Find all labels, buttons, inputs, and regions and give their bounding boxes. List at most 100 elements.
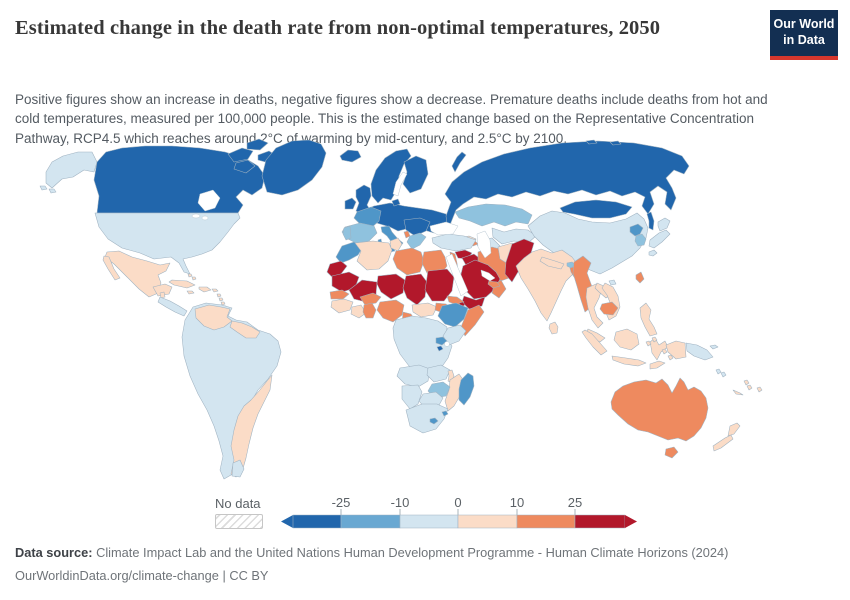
island-aleutian[interactable] — [48, 188, 57, 194]
island-hainan[interactable] — [608, 279, 617, 286]
region-niger[interactable] — [376, 273, 406, 300]
island-moluccas[interactable] — [667, 354, 674, 361]
island-arctic-russia[interactable] — [585, 139, 598, 145]
island-honshu[interactable] — [648, 229, 671, 249]
region-cambodia[interactable] — [599, 301, 619, 316]
island-arctic-russia[interactable] — [609, 140, 622, 146]
license-label[interactable]: CC BY — [229, 568, 269, 583]
region-chad[interactable] — [402, 273, 428, 306]
island-vanuatu[interactable] — [743, 379, 750, 386]
region-belize[interactable] — [159, 291, 166, 299]
island-antilles[interactable] — [216, 293, 222, 298]
island-sakhalin[interactable] — [646, 211, 655, 231]
region-mongolia[interactable] — [559, 199, 633, 219]
legend-bin-2[interactable] — [340, 514, 401, 529]
region-russia[interactable] — [444, 140, 690, 231]
island-moluccas[interactable] — [661, 348, 668, 355]
owid-link[interactable]: OurWorldinData.org/climate-change — [15, 568, 219, 583]
region-yucatan[interactable] — [152, 283, 173, 297]
region-east-central-africa[interactable] — [392, 315, 453, 376]
island-bahamas[interactable] — [187, 273, 193, 278]
region-lesotho[interactable] — [429, 417, 439, 425]
region-guianas[interactable] — [229, 320, 261, 339]
region-denmark[interactable] — [391, 198, 401, 207]
region-philippines[interactable] — [639, 302, 658, 337]
region-alaska[interactable] — [45, 151, 98, 189]
island-vanuatu[interactable] — [746, 384, 753, 391]
region-nigeria[interactable] — [376, 299, 405, 323]
region-tasmania[interactable] — [664, 446, 679, 459]
region-new-zealand-south[interactable] — [712, 434, 734, 452]
legend-no-data-swatch[interactable] — [215, 514, 263, 529]
region-zambia[interactable] — [426, 364, 451, 383]
region-guinea[interactable] — [330, 298, 354, 314]
island-bahamas[interactable] — [191, 276, 197, 281]
region-kazakhstan[interactable] — [454, 203, 533, 227]
legend-bin-4[interactable] — [457, 514, 518, 529]
region-southern-chile[interactable] — [231, 459, 245, 478]
region-central-african-republic[interactable] — [411, 302, 438, 318]
region-jamaica[interactable] — [186, 290, 195, 295]
region-ghana[interactable] — [362, 302, 377, 319]
legend-bin-5[interactable] — [516, 514, 576, 529]
region-bhutan[interactable] — [566, 261, 576, 269]
island-arctic[interactable] — [227, 147, 254, 163]
island-timor[interactable] — [649, 360, 666, 370]
island-fiji[interactable] — [756, 386, 763, 393]
region-argentina-chile[interactable] — [230, 374, 273, 478]
region-burkina-faso[interactable] — [359, 292, 382, 306]
region-south-africa[interactable] — [405, 403, 449, 434]
region-north-korea[interactable] — [629, 223, 644, 237]
legend-color-scale[interactable] — [279, 509, 639, 529]
island-novaya-zemlya[interactable] — [451, 151, 467, 173]
region-turkey[interactable] — [431, 233, 477, 252]
region-cuba[interactable] — [168, 279, 196, 289]
island-antilles[interactable] — [220, 301, 226, 306]
region-madagascar[interactable] — [458, 372, 475, 406]
island-arctic[interactable] — [246, 138, 269, 151]
region-west-papua[interactable] — [665, 340, 687, 360]
region-puerto-rico[interactable] — [211, 288, 219, 293]
region-greenland[interactable] — [261, 139, 327, 196]
island-java[interactable] — [611, 355, 647, 367]
island-philippines[interactable] — [651, 336, 658, 343]
region-sri-lanka[interactable] — [548, 321, 559, 335]
region-australia[interactable] — [610, 377, 709, 442]
region-france[interactable] — [353, 206, 382, 229]
region-nepal[interactable] — [539, 256, 565, 270]
region-usa[interactable] — [94, 212, 241, 275]
island-antilles[interactable] — [218, 297, 224, 302]
island-aleutian[interactable] — [39, 185, 48, 191]
island-kyushu[interactable] — [648, 249, 658, 257]
owid-logo[interactable]: Our World in Data — [770, 10, 838, 60]
region-balkans[interactable] — [403, 217, 431, 237]
region-namibia[interactable] — [401, 384, 423, 410]
island-arctic[interactable] — [233, 159, 256, 174]
region-algeria[interactable] — [354, 240, 393, 271]
region-mozambique[interactable] — [444, 373, 465, 412]
region-uae[interactable] — [487, 280, 501, 289]
legend-bin-3[interactable] — [399, 514, 459, 529]
region-greece[interactable] — [406, 232, 427, 250]
region-hispaniola[interactable] — [198, 286, 212, 293]
island-borneo[interactable] — [613, 328, 640, 351]
island-new-caledonia[interactable] — [732, 389, 744, 396]
region-senegal[interactable] — [329, 289, 350, 300]
island-philippines[interactable] — [645, 340, 652, 347]
region-papua-new-guinea[interactable] — [685, 342, 714, 361]
region-ethiopia[interactable] — [437, 302, 469, 328]
region-angola[interactable] — [396, 364, 431, 388]
region-portugal[interactable] — [342, 225, 352, 241]
region-ireland[interactable] — [344, 197, 357, 210]
region-central-america[interactable] — [157, 296, 188, 317]
region-baja-california[interactable] — [102, 255, 121, 281]
region-new-zealand-north[interactable] — [727, 422, 741, 437]
legend-bin-6[interactable] — [574, 514, 626, 529]
legend-bin-1[interactable] — [292, 514, 342, 529]
island-solomon[interactable] — [720, 371, 727, 378]
region-rwanda[interactable] — [436, 345, 444, 352]
island-solomon[interactable] — [715, 368, 722, 375]
region-south-korea[interactable] — [634, 233, 647, 247]
island-hokkaido[interactable] — [657, 217, 671, 232]
